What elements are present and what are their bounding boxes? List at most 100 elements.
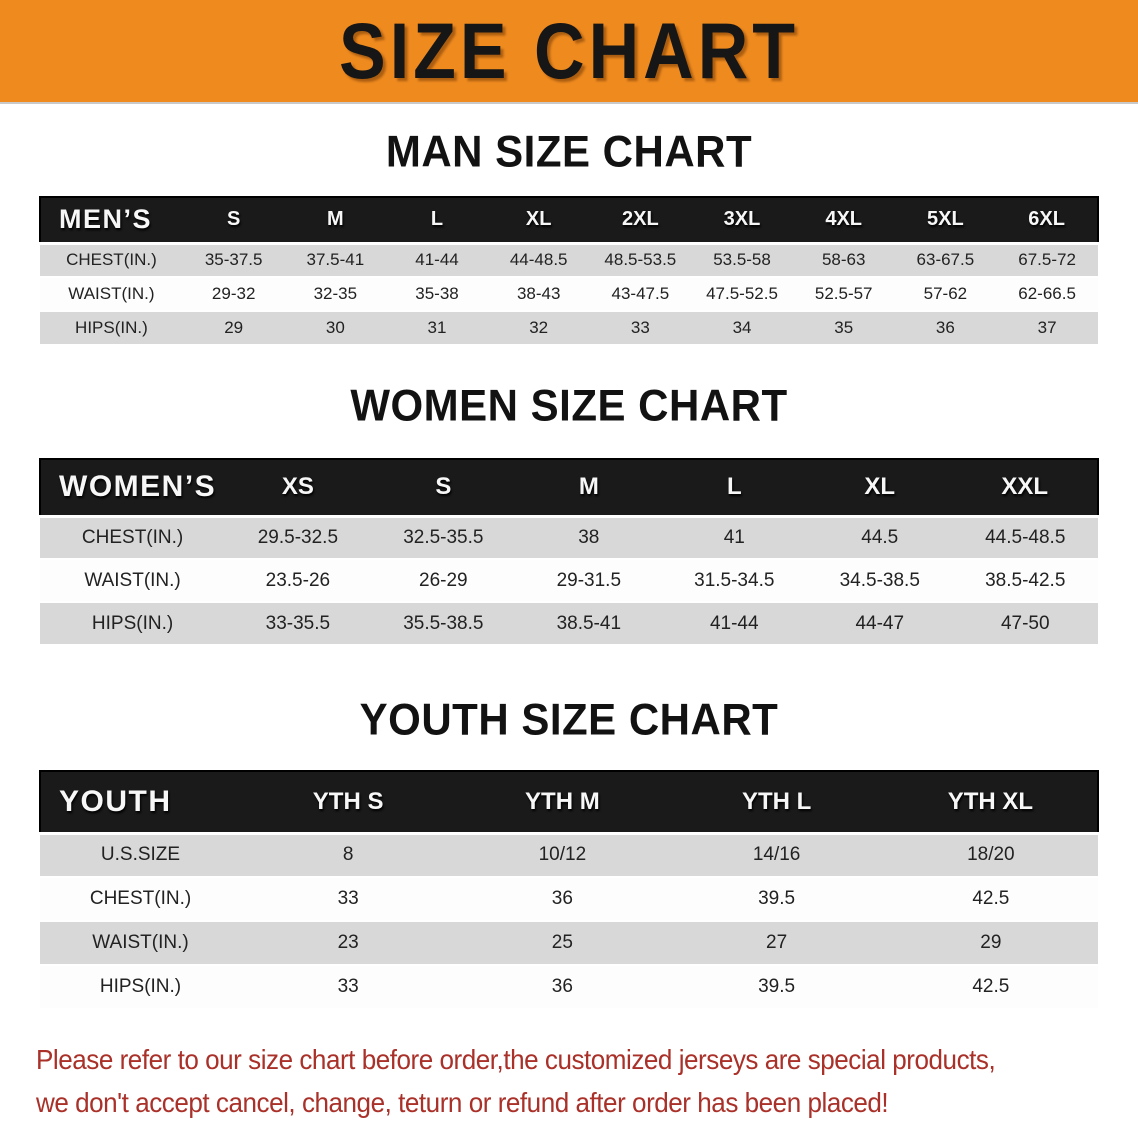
women-size-section: WOMEN SIZE CHART WOMEN’S XS S M L XL XXL CHEST(… — [0, 380, 1138, 646]
measurement-value: 43-47.5 — [611, 284, 670, 303]
measurement-label: WAIST(IN.) — [68, 284, 155, 303]
size-column-label: 3XL — [723, 208, 761, 231]
measurement-label: HIPS(IN.) — [99, 976, 182, 997]
measurement-value: 27 — [766, 932, 788, 953]
measurement-value: 33 — [337, 888, 359, 909]
measurement-value: 47-50 — [1000, 612, 1050, 634]
measurement-value: 47.5-52.5 — [706, 284, 778, 303]
measurement-value: 14/16 — [669, 831, 884, 877]
measurement-value: 32.5-35.5 — [370, 514, 517, 559]
size-column-label: YTH XL — [947, 787, 1034, 815]
youth-size-section: YOUTH SIZE CHART YOUTH YTH S YTH M YTH L YTH… — [0, 695, 1138, 1010]
measurement-label: CHEST(IN.) — [40, 514, 226, 559]
measurement-label: CHEST(IN.) — [89, 888, 192, 909]
measurement-value: 41-44 — [386, 241, 488, 277]
size-column-label: 2XL — [622, 208, 659, 231]
size-column-label: XL — [864, 473, 896, 501]
measurement-value: 67.5-72 — [996, 241, 1098, 277]
measurement-value: 33-35.5 — [265, 612, 331, 634]
man-size-chart-heading: MAN SIZE CHART — [385, 126, 753, 177]
size-column-label: XS — [281, 473, 314, 501]
measurement-value: 29-31.5 — [556, 569, 622, 591]
measurement-row: HIPS(IN.) 33 36 39.5 42.5 — [40, 965, 1098, 1009]
measurement-value: 37.5-41 — [284, 241, 387, 277]
measurement-value: 31 — [427, 318, 447, 337]
measurement-label: WAIST(IN.) — [84, 569, 181, 591]
measurement-value: 8 — [241, 831, 456, 877]
size-column-label: 5XL — [927, 208, 964, 231]
size-charts-main: MAN SIZE CHART MEN’S S M L XL 2XL 3XL 4XL 5XL 6XL… — [0, 126, 1138, 1010]
measurement-value: 34 — [732, 318, 752, 337]
men-size-table: MEN’S S M L XL 2XL 3XL 4XL 5XL 6XL CHEST(IN.) 35-37… — [39, 196, 1099, 346]
measurement-value: 33 — [337, 976, 359, 997]
measurement-value: 52.5-57 — [814, 284, 873, 303]
measurement-value: 44-47 — [855, 612, 905, 634]
measurement-value: 38-43 — [516, 284, 561, 303]
measurement-value: 63-67.5 — [894, 241, 997, 277]
disclaimer-line-2: we don't accept cancel, change, teturn o… — [36, 1087, 889, 1119]
measurement-row: HIPS(IN.) 29 30 31 32 33 34 35 36 37 — [40, 311, 1098, 345]
measurement-value: 44-48.5 — [487, 241, 590, 277]
measurement-row: WAIST(IN.) 23.5-26 26-29 29-31.5 31.5-34.5 34… — [40, 559, 1098, 602]
measurement-value: 62-66.5 — [1018, 284, 1076, 303]
measurement-row: CHEST(IN.) 33 36 39.5 42.5 — [40, 877, 1098, 921]
measurement-value: 42.5 — [972, 888, 1010, 909]
measurement-value: 35.5-38.5 — [403, 612, 484, 634]
measurement-value: 38 — [516, 514, 662, 559]
measurement-value: 36 — [551, 976, 573, 997]
measurement-value: 41-44 — [709, 612, 759, 634]
disclaimer: Please refer to our size chart before or… — [0, 1038, 1138, 1125]
measurement-label: HIPS(IN.) — [75, 318, 148, 337]
size-column-label: L — [726, 473, 742, 501]
page-title: SIZE CHART — [339, 7, 799, 95]
women-size-table: WOMEN’S XS S M L XL XXL CHEST(IN.) 29.5-32.5 32.5… — [39, 458, 1099, 646]
measurement-label: U.S.SIZE — [40, 831, 242, 877]
size-column-label: YTH M — [525, 787, 600, 815]
measurement-value: 32 — [529, 318, 549, 337]
size-column-label: M — [327, 208, 344, 231]
measurement-value: 10/12 — [455, 831, 670, 877]
disclaimer-line-1: Please refer to our size chart before or… — [36, 1044, 996, 1075]
size-column-label: YTH S — [312, 787, 384, 815]
size-table-body: CHEST(IN.) 29.5-32.5 32.5-35.5 38 41 44.5 44.5… — [40, 514, 1098, 645]
measurement-value: 38.5-41 — [556, 612, 622, 634]
measurement-row: WAIST(IN.) 23 25 27 29 — [40, 921, 1098, 965]
measurement-value: 30 — [325, 318, 345, 337]
size-table-header: MEN’S S M L XL 2XL 3XL 4XL 5XL 6XL — [40, 197, 1098, 243]
measurement-value: 29 — [980, 932, 1002, 953]
youth-size-table: YOUTH YTH S YTH M YTH L YTH XL U.S.SIZE 8 10/12… — [39, 770, 1099, 1010]
measurement-value: 39.5 — [758, 888, 796, 909]
banner: SIZE CHART — [0, 0, 1138, 104]
measurement-value: 29.5-32.5 — [225, 514, 371, 559]
size-column-label: L — [430, 208, 444, 231]
measurement-value: 41 — [661, 514, 808, 559]
women-size-chart-heading: WOMEN SIZE CHART — [350, 380, 788, 431]
measurement-row: U.S.SIZE 8 10/12 14/16 18/20 — [40, 831, 1098, 877]
measurement-row: WAIST(IN.) 29-32 32-35 35-38 38-43 43-47.5 47.… — [40, 277, 1098, 311]
measurement-value: 57-62 — [923, 284, 968, 303]
size-column-label: 4XL — [825, 208, 863, 231]
measurement-value: 25 — [551, 932, 573, 953]
size-table-header: YOUTH YTH S YTH M YTH L YTH XL — [40, 771, 1098, 833]
group-label: MEN’S — [59, 204, 153, 235]
measurement-value: 35-38 — [415, 284, 459, 303]
measurement-value: 53.5-58 — [691, 241, 793, 277]
measurement-value: 38.5-42.5 — [985, 569, 1066, 591]
size-table-header: WOMEN’S XS S M L XL XXL — [40, 459, 1098, 516]
measurement-label: HIPS(IN.) — [91, 612, 174, 634]
group-label: YOUTH — [59, 784, 172, 818]
measurement-value: 35-37.5 — [182, 241, 285, 277]
measurement-value: 33 — [630, 318, 650, 337]
measurement-value: 29-32 — [211, 284, 256, 303]
size-column-label: M — [578, 473, 599, 501]
measurement-value: 23.5-26 — [265, 569, 331, 591]
size-header-row: YOUTH YTH S YTH M YTH L YTH XL — [40, 771, 1098, 833]
measurement-value: 34.5-38.5 — [839, 569, 920, 591]
measurement-value: 23 — [337, 932, 359, 953]
size-column-label: 6XL — [1028, 208, 1065, 231]
size-column-label: S — [226, 208, 241, 231]
size-column-label: S — [435, 473, 452, 501]
measurement-value: 37 — [1037, 318, 1057, 337]
measurement-value: 26-29 — [419, 569, 468, 591]
